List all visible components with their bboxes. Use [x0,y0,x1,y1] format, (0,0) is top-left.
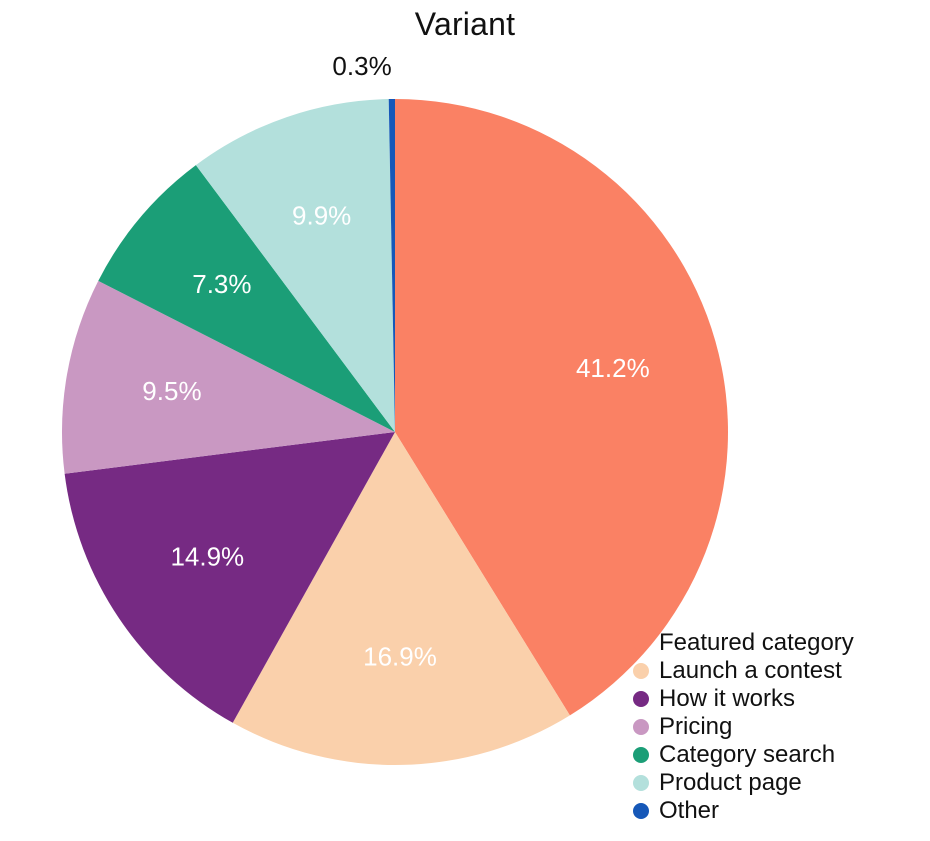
legend-item: How it works [633,685,854,713]
legend-swatch [633,635,649,651]
legend-swatch [633,747,649,763]
legend-item: Other [633,797,854,825]
slice-label: 41.2% [576,353,650,383]
slice-label: 9.5% [142,376,201,406]
slice-label: 14.9% [170,542,244,572]
legend-label: Launch a contest [659,659,842,683]
legend-label: Pricing [659,715,732,739]
legend-item: Category search [633,741,854,769]
legend-label: Product page [659,771,802,795]
legend-item: Product page [633,769,854,797]
legend-item: Launch a contest [633,657,854,685]
legend-swatch [633,719,649,735]
slice-label: 16.9% [363,641,437,671]
legend-label: Category search [659,743,835,767]
legend-item: Featured category [633,629,854,657]
legend-label: How it works [659,687,795,711]
chart-container: Variant 41.2%16.9%14.9%9.5%7.3%9.9%0.3% … [0,0,930,841]
slice-label: 7.3% [192,269,251,299]
legend-label: Featured category [659,631,854,655]
legend-swatch [633,691,649,707]
legend-swatch [633,803,649,819]
legend: Featured category Launch a contest How it … [633,629,854,825]
slice-label: 9.9% [292,201,351,231]
legend-label: Other [659,799,719,823]
legend-item: Pricing [633,713,854,741]
legend-swatch [633,663,649,679]
slice-label: 0.3% [332,51,391,81]
legend-swatch [633,775,649,791]
